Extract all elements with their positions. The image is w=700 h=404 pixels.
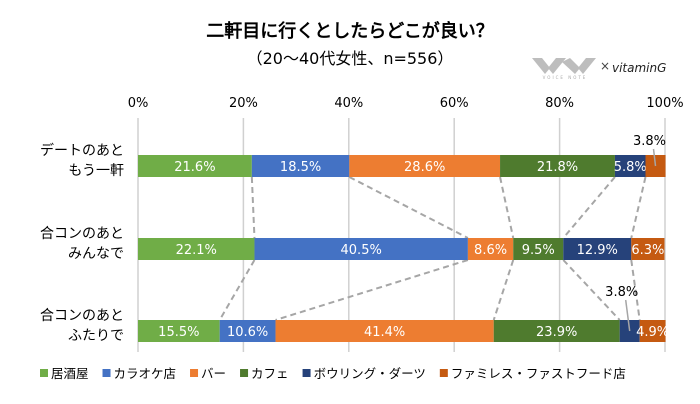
- bar-segment: [614, 155, 646, 177]
- x-tick-label: 100%: [646, 96, 683, 111]
- x-tick-label: 60%: [440, 96, 469, 111]
- leader-line: [652, 148, 657, 167]
- bar-segment: [251, 155, 350, 177]
- data-label: 28.6%: [404, 160, 445, 175]
- chart-subtitle: （20〜40代女性、n=556）: [247, 49, 454, 68]
- chart-title: 二軒目に行くとしたらどこが良い？: [206, 20, 493, 42]
- legend-label: ボウリング・ダーツ: [314, 366, 426, 381]
- logo-right-text: vitaminG: [612, 61, 666, 75]
- data-label: 3.8%: [633, 134, 666, 149]
- category-label: もう一軒: [68, 163, 124, 179]
- voice-note-logo-icon: [532, 58, 596, 74]
- series-connector-line: [630, 259, 641, 321]
- legend-label: 居酒屋: [51, 366, 89, 381]
- data-label: 21.8%: [537, 160, 578, 175]
- series-connector-line: [562, 259, 621, 321]
- data-label: 3.8%: [605, 285, 638, 300]
- category-label: デートのあと: [40, 142, 124, 159]
- data-label: 23.9%: [536, 325, 577, 340]
- bar-segment: [219, 320, 276, 342]
- legend-label: ファミレス・ファストフード店: [451, 366, 626, 381]
- x-tick-label: 0%: [128, 96, 149, 111]
- data-label: 10.6%: [227, 325, 268, 340]
- legend-swatch: [102, 369, 111, 377]
- legend-swatch: [190, 369, 199, 377]
- legend-label: カラオケ店: [114, 366, 177, 381]
- bar-segment: [138, 238, 255, 260]
- series-connector-line: [492, 259, 515, 321]
- series-connector-line: [562, 176, 616, 239]
- logo-cross: ×: [600, 59, 610, 73]
- category-label: 合コンのあと: [40, 308, 124, 324]
- data-label: 18.5%: [280, 160, 321, 175]
- series-connector-line: [630, 176, 647, 239]
- x-tick-label: 80%: [545, 96, 574, 111]
- data-label: 6.3%: [631, 243, 664, 258]
- legend-label: カフェ: [251, 366, 289, 381]
- series-connector-line: [218, 259, 256, 321]
- logo: VOICE NOTE × vitaminG: [532, 58, 666, 80]
- data-label: 21.6%: [174, 160, 215, 175]
- bar-segment: [500, 155, 615, 177]
- bar-segment: [138, 155, 252, 177]
- series-connector-line: [250, 176, 256, 239]
- bar-segment: [138, 320, 220, 342]
- leader-line: [624, 299, 631, 332]
- data-label: 8.6%: [474, 243, 507, 258]
- bar-segment: [639, 320, 666, 342]
- legend-swatch: [40, 369, 48, 377]
- category-label: 合コンのあと: [40, 226, 124, 242]
- category-label: みんなで: [68, 246, 124, 262]
- data-label: 12.9%: [577, 243, 618, 258]
- legend-swatch: [439, 369, 448, 377]
- x-tick-label: 20%: [229, 96, 258, 111]
- bar-segment: [349, 155, 501, 177]
- data-label: 22.1%: [176, 243, 217, 258]
- legend-label: バー: [201, 366, 226, 381]
- category-label: ふたりで: [68, 328, 124, 344]
- bar-segment: [631, 238, 665, 260]
- bar-segment: [254, 238, 468, 260]
- bar-segment: [467, 238, 514, 260]
- bar-segment: [493, 320, 620, 342]
- logo-left-text: VOICE NOTE: [543, 75, 588, 80]
- legend-swatch: [240, 369, 249, 377]
- data-label: 15.5%: [158, 325, 199, 340]
- data-label: 9.5%: [522, 243, 555, 258]
- data-label: 41.4%: [364, 325, 405, 340]
- data-label: 40.5%: [341, 243, 382, 258]
- series-connector-line: [499, 176, 515, 239]
- series-connector-line: [348, 176, 469, 239]
- series-connector-line: [275, 259, 469, 321]
- data-label: 4.9%: [636, 325, 669, 340]
- data-label: 5.8%: [614, 160, 647, 175]
- bar-segment: [513, 238, 564, 260]
- bar-segment: [275, 320, 494, 342]
- x-tick-label: 40%: [334, 96, 363, 111]
- bar-segment: [563, 238, 632, 260]
- legend-swatch: [302, 369, 311, 377]
